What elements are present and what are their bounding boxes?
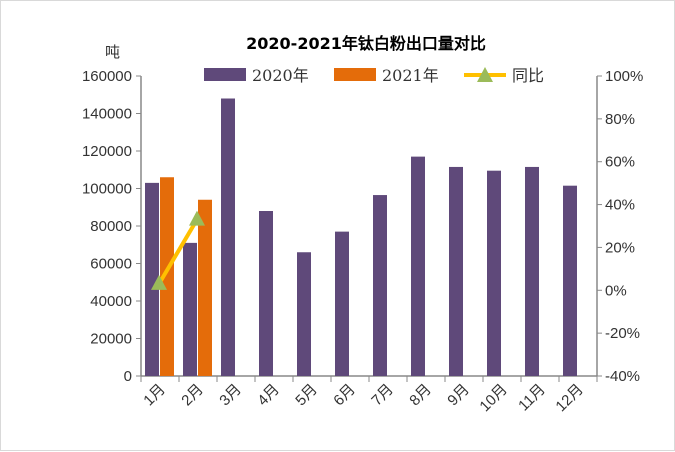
y-tick-label: 0 (124, 368, 132, 385)
bar-2020年-12月 (563, 185, 577, 376)
y2-tick-label: -40% (605, 368, 640, 385)
x-tick-label: 8月 (406, 381, 435, 410)
line-同比 (157, 218, 199, 285)
bar-2020年-5月 (297, 252, 311, 376)
y2-tick-label: 40% (605, 197, 635, 214)
x-tick-label: 7月 (368, 381, 397, 410)
x-tick-label: 3月 (216, 381, 245, 410)
legend-swatch-2021年 (334, 68, 376, 81)
bar-2020年-3月 (221, 98, 235, 376)
bar-2020年-10月 (487, 170, 501, 376)
x-tick-label: 2月 (178, 381, 207, 410)
x-tick-label: 12月 (552, 381, 586, 415)
y-tick-label: 100000 (82, 181, 132, 198)
bar-2021年-2月 (198, 199, 212, 376)
legend-swatch-marker (477, 67, 493, 82)
bar-2020年-1月 (145, 182, 159, 376)
y2-tick-label: 20% (605, 239, 635, 256)
bar-2020年-7月 (373, 195, 387, 376)
y-tick-label: 60000 (90, 256, 132, 273)
bar-2020年-11月 (525, 166, 539, 376)
y-tick-label: 140000 (82, 106, 132, 123)
x-tick-label: 5月 (292, 381, 321, 410)
x-tick-label: 4月 (254, 381, 283, 410)
y-tick-label: 160000 (82, 68, 132, 85)
legend-swatch-2020年 (204, 68, 246, 81)
x-tick-label: 6月 (330, 381, 359, 410)
y-tick-label: 40000 (90, 293, 132, 310)
x-tick-label: 10月 (476, 381, 510, 415)
bar-2020年-8月 (411, 156, 425, 376)
y-tick-label: 20000 (90, 331, 132, 348)
y-tick-label: 120000 (82, 143, 132, 160)
bar-2020年-6月 (335, 231, 349, 376)
y-tick-label: 80000 (90, 218, 132, 235)
y2-tick-label: 80% (605, 111, 635, 128)
bar-2021年-1月 (160, 177, 174, 376)
x-tick-label: 1月 (140, 381, 169, 410)
y-axis-label: 吨 (105, 43, 120, 61)
legend-label-2021年: 2021年 (382, 66, 439, 85)
chart-title: 2020-2021年钛白粉出口量对比 (246, 34, 486, 53)
y2-tick-label: 100% (605, 68, 643, 85)
y2-tick-label: 0% (605, 282, 627, 299)
y2-tick-label: -20% (605, 325, 640, 342)
y2-tick-label: 60% (605, 154, 635, 171)
bar-2020年-4月 (259, 211, 273, 376)
marker-同比 (151, 274, 167, 290)
bar-2020年-2月 (183, 242, 197, 376)
bar-2020年-9月 (449, 166, 463, 376)
legend-label-同比: 同比 (512, 66, 544, 85)
marker-同比 (189, 210, 205, 226)
x-tick-label: 11月 (515, 381, 549, 415)
x-tick-label: 9月 (444, 381, 473, 410)
legend-label-2020年: 2020年 (252, 66, 309, 85)
